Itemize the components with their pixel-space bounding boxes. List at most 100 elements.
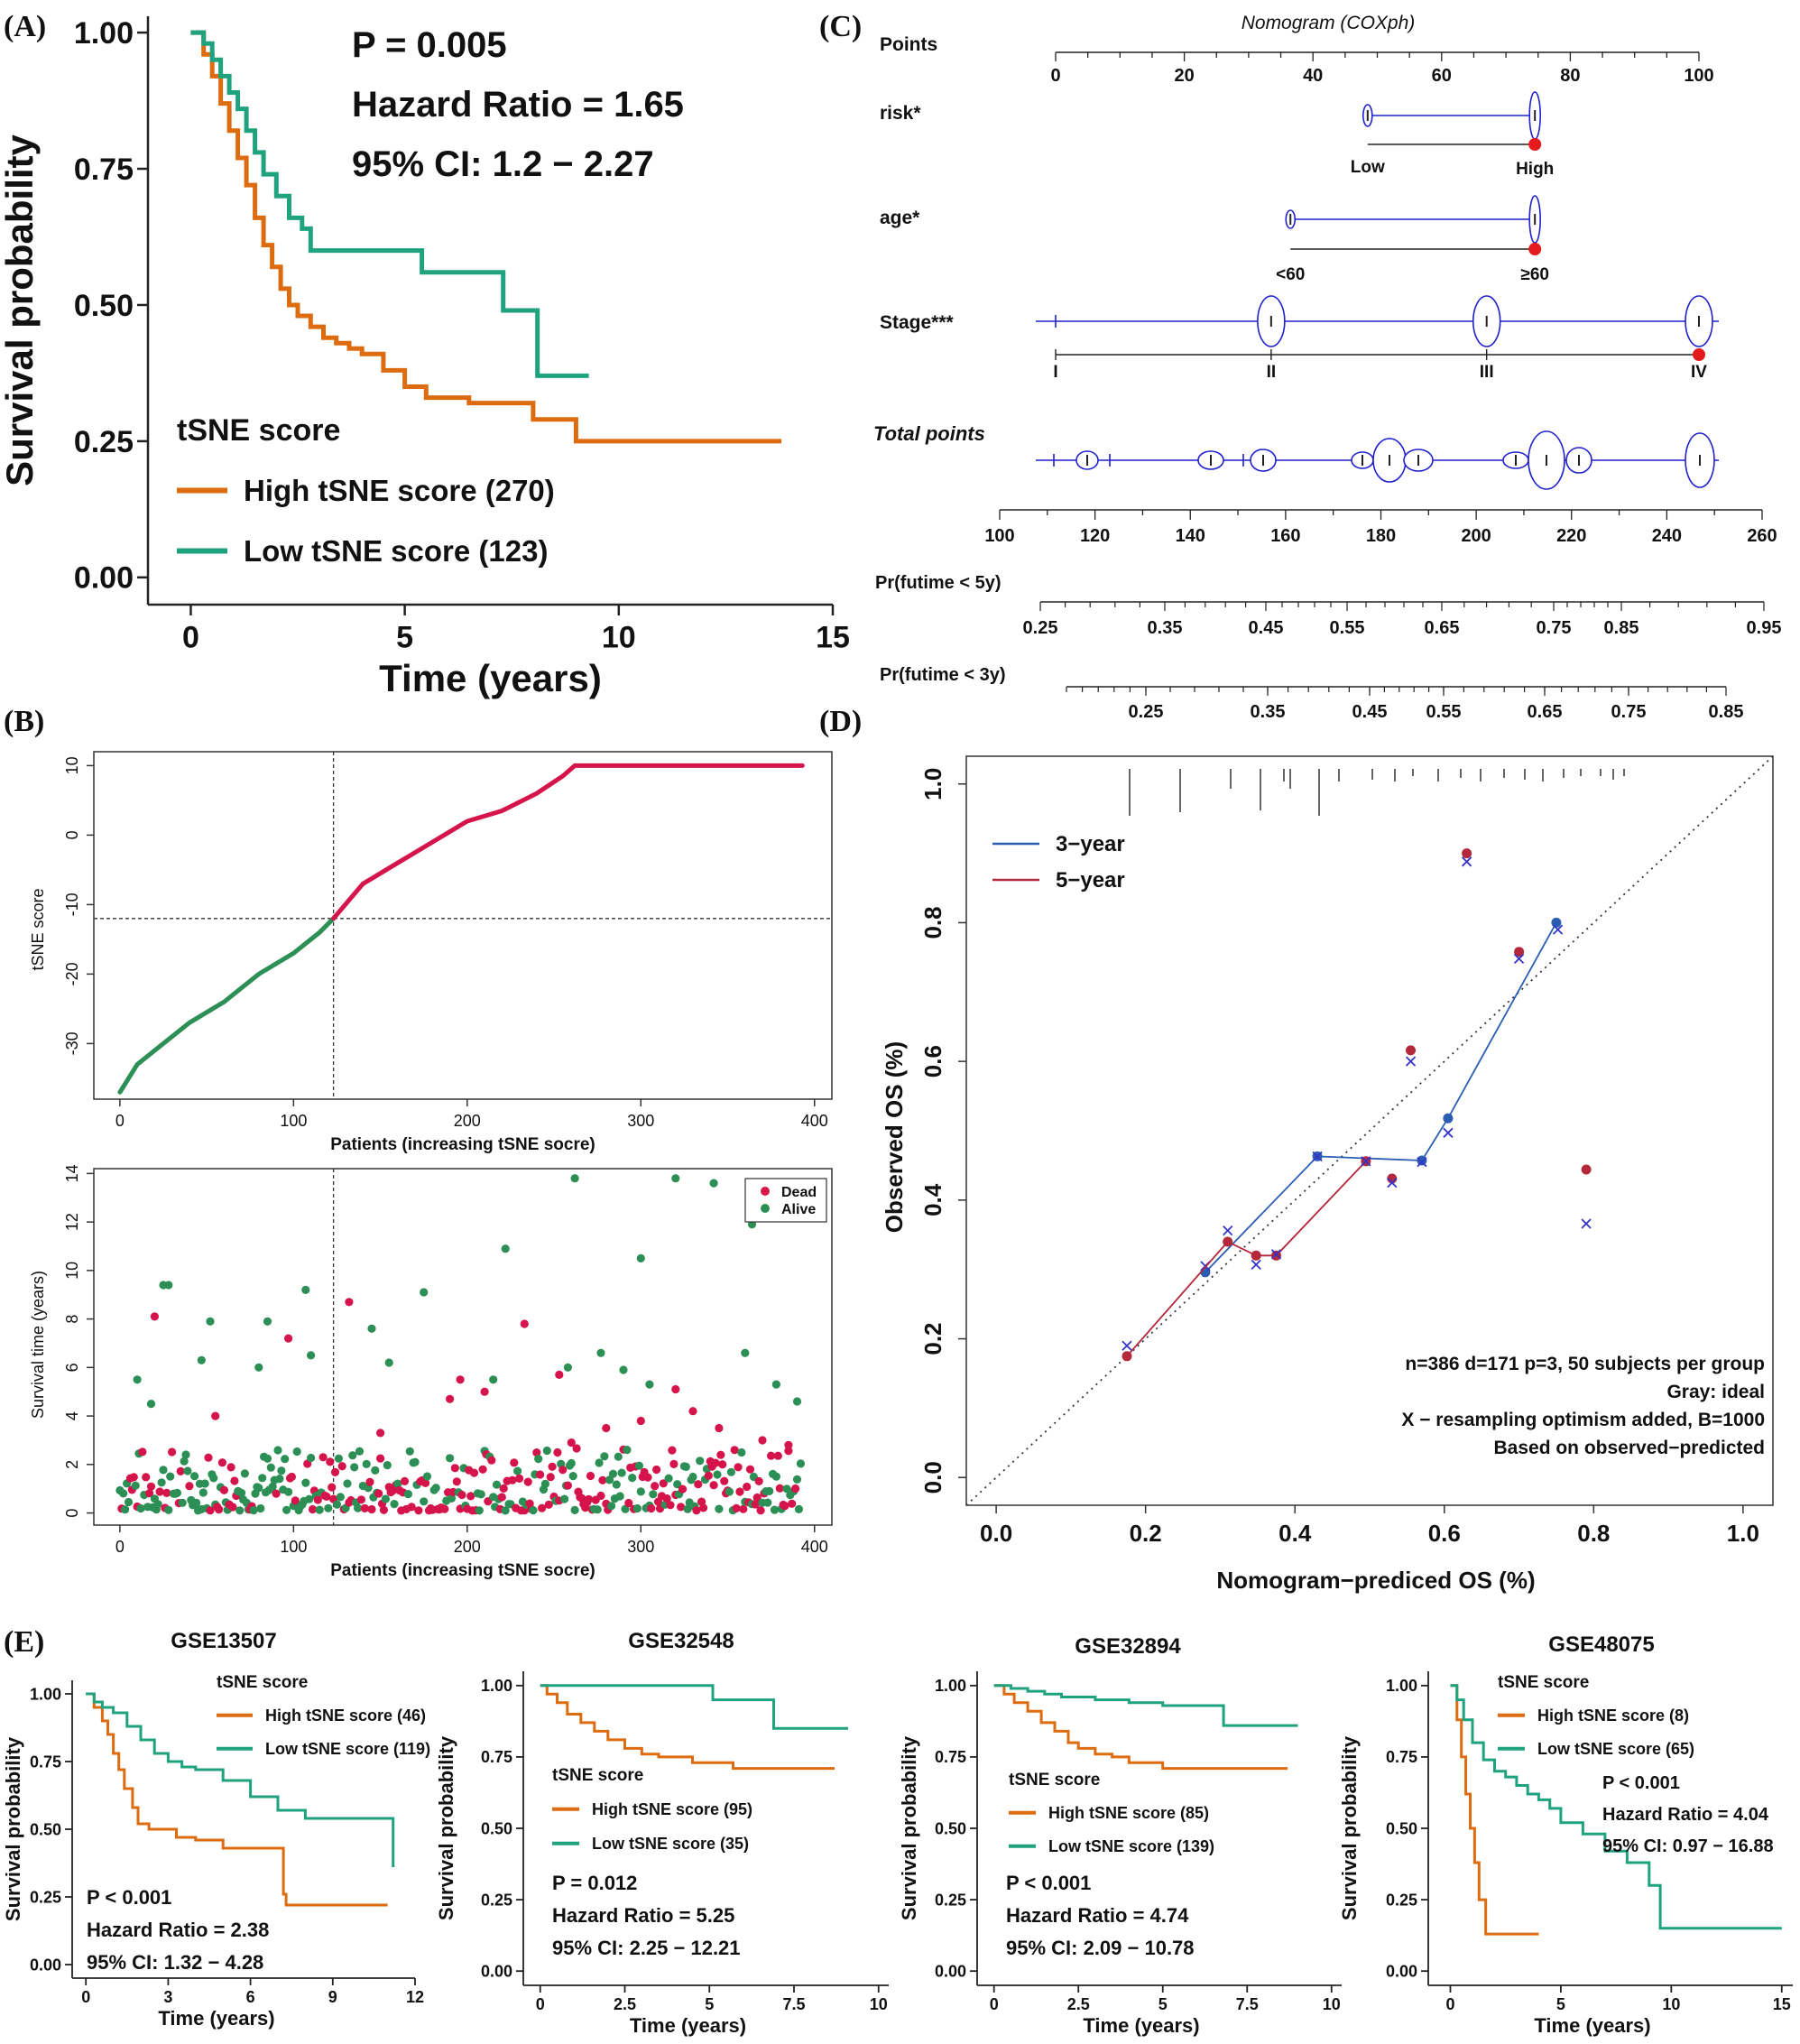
scatter-point-dead	[780, 1502, 789, 1511]
scatter-point-alive	[324, 1503, 333, 1512]
y-tick-label: 6	[63, 1363, 81, 1372]
scatter-point-alive	[343, 1479, 352, 1488]
scatter-point-dead	[487, 1456, 496, 1465]
scatter-point-dead	[360, 1503, 369, 1512]
legend-entry-high: High tSNE score (85)	[1048, 1804, 1209, 1822]
scatter-point-alive	[190, 1472, 199, 1481]
scatter-point-dead	[328, 1483, 337, 1492]
ideal-diagonal-line	[965, 755, 1774, 1506]
scatter-point-alive	[164, 1281, 173, 1290]
scatter-point-alive	[567, 1458, 576, 1468]
scatter-point-alive	[178, 1498, 187, 1507]
points-tick-label: 20	[1174, 66, 1194, 86]
scatter-point-dead	[168, 1447, 177, 1457]
stat-text: P < 0.001	[1006, 1872, 1091, 1894]
scatter-point-dead	[376, 1454, 385, 1463]
legend-entry-high: High tSNE score (8)	[1537, 1706, 1689, 1725]
x-tick-label: 2.5	[614, 1995, 636, 2013]
scatter-point-alive	[696, 1457, 705, 1466]
scatter-point-dead	[284, 1334, 293, 1343]
scatter-point-alive	[560, 1494, 569, 1503]
scatter-point-dead	[456, 1375, 465, 1384]
scatter-point-alive	[725, 1487, 734, 1496]
y-tick-label: 4	[63, 1411, 81, 1420]
scatter-point-alive	[336, 1493, 345, 1502]
scatter-point-dead	[515, 1474, 524, 1483]
risk-patient-marker	[1528, 138, 1542, 151]
scatter-point-alive	[792, 1475, 802, 1484]
scatter-point-alive	[237, 1488, 246, 1497]
corrected-x-marker-5year	[1581, 1218, 1592, 1229]
scatter-point-alive	[200, 1479, 209, 1488]
scatter-point-alive	[367, 1324, 376, 1333]
scatter-point-dead	[586, 1471, 595, 1481]
legend-entry-high: High tSNE score (270)	[244, 474, 555, 507]
scatter-point-dead	[457, 1490, 466, 1500]
panel-e-km-gse32548: 0.00 0.25 0.50 0.75 1.00 0 2.5 5 7.5 10 Time (year…	[435, 1629, 889, 2037]
pr5-tick-label: 0.35	[1148, 618, 1183, 638]
scatter-point-alive	[124, 1497, 134, 1507]
scatter-point-alive	[192, 1498, 201, 1507]
scatter-point-alive	[307, 1453, 316, 1463]
scatter-point-alive	[183, 1466, 192, 1475]
scatter-point-dead	[668, 1446, 677, 1455]
plot-title: GSE48075	[1548, 1632, 1654, 1657]
scatter-point-alive	[605, 1475, 614, 1484]
scatter-point-alive	[709, 1179, 718, 1188]
scatter-point-dead	[662, 1494, 671, 1503]
scatter-point-alive	[197, 1355, 206, 1364]
scatter-point-dead	[469, 1468, 479, 1477]
calibration-point-5year	[1514, 947, 1525, 957]
total-tick-label: 160	[1270, 526, 1300, 546]
legend-entry-alive: Alive	[781, 1202, 816, 1217]
scatter-point-alive	[475, 1506, 484, 1515]
y-tick-label: -20	[63, 962, 81, 985]
y-tick-label: 10	[63, 1262, 81, 1280]
scatter-point-dead	[596, 1491, 605, 1501]
scatter-point-alive	[540, 1479, 550, 1488]
scatter-point-alive	[371, 1466, 380, 1475]
x-axis-title: Time (years)	[1083, 2014, 1199, 2037]
pr5-tick-label: 0.45	[1249, 618, 1284, 638]
panel-b-risk-curve: 0 100 200 300 400 -30 -20 -10 0 10 Patients (incre…	[29, 751, 833, 1154]
scatter-point-dead	[652, 1465, 661, 1475]
x-tick-label: 200	[454, 1538, 481, 1556]
scatter-point-alive	[198, 1488, 208, 1497]
scatter-point-alive	[275, 1475, 284, 1484]
age-patient-marker	[1528, 243, 1542, 255]
plot-frame	[965, 755, 1774, 1506]
panel-a-km-plot: 0.00 0.25 0.50 0.75 1.00 0 5 10 15 Time (years) Su…	[0, 16, 850, 699]
scatter-point-alive	[513, 1466, 522, 1475]
stat-text: Hazard Ratio = 1.65	[352, 85, 684, 125]
pr3-tick-label: 0.35	[1251, 702, 1286, 722]
y-tick-label: 1.00	[481, 1677, 512, 1695]
corrected-x-marker-3year	[1552, 924, 1564, 935]
y-tick-label: 1.00	[1386, 1677, 1417, 1695]
scatter-point-alive	[796, 1459, 806, 1468]
y-tick-label: 0.00	[74, 561, 134, 596]
x-tick-label: 5	[396, 621, 413, 655]
scatter-point-alive	[649, 1490, 658, 1499]
y-tick-label: 0.00	[481, 1962, 512, 1980]
scatter-point-dead	[414, 1506, 423, 1515]
y-tick-label: 0.25	[1386, 1891, 1417, 1909]
scatter-point-alive	[771, 1472, 781, 1481]
y-tick-label: 0.75	[935, 1748, 966, 1766]
scatter-point-dead	[367, 1504, 376, 1514]
scatter-point-alive	[782, 1484, 791, 1494]
scatter-point-alive	[393, 1479, 402, 1488]
y-tick-label: -30	[63, 1031, 81, 1055]
scatter-point-dead	[752, 1493, 762, 1503]
x-tick-label: 5	[1158, 1995, 1168, 2013]
calibration-point-3year	[1417, 1155, 1427, 1166]
x-tick-label: 0.2	[1130, 1520, 1162, 1547]
scatter-point-alive	[180, 1457, 189, 1466]
legend-entry-low: Low tSNE score (123)	[244, 534, 548, 568]
x-tick-label: 0	[1445, 1995, 1454, 2013]
scatter-point-alive	[381, 1494, 390, 1503]
stat-text: 95% CI: 1.32 − 4.28	[87, 1951, 263, 1974]
scatter-point-dead	[671, 1384, 680, 1394]
scatter-point-dead	[758, 1436, 767, 1445]
scatter-point-dead	[743, 1482, 752, 1492]
scatter-point-dead	[379, 1505, 388, 1514]
